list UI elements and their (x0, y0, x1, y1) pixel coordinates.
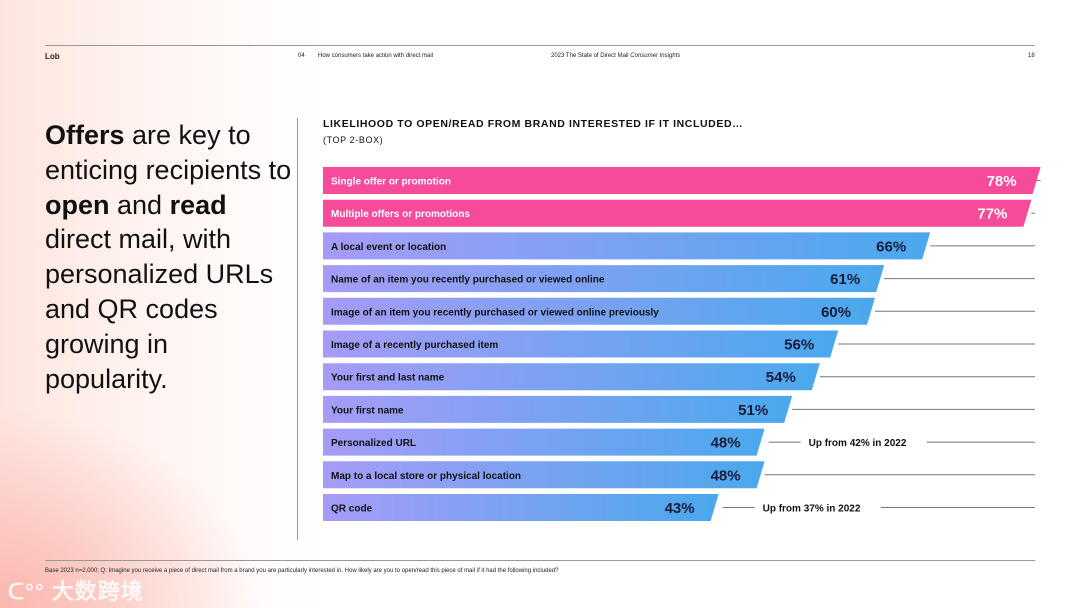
bar (323, 395, 793, 423)
bar-label: Your first name (331, 405, 404, 416)
value-label: 48% (711, 435, 741, 452)
bar-label: Name of an item you recently purchased o… (331, 275, 605, 286)
value-label: 43% (665, 500, 695, 517)
bar-label: Your first and last name (331, 373, 445, 384)
bar (323, 428, 765, 456)
bar (323, 363, 820, 391)
watermark-logo: ᑕ°° 大数跨境 (8, 579, 144, 604)
value-label: 61% (830, 271, 860, 288)
bar-label: Personalized URL (331, 438, 416, 449)
header-divider (45, 45, 1035, 46)
chart-title: LIKELIHOOD TO OPEN/READ FROM BRAND INTER… (323, 118, 744, 130)
bar-label: Single offer or promotion (331, 177, 451, 188)
bar-label: QR code (331, 504, 373, 515)
chart-subtitle: (TOP 2-BOX) (323, 135, 384, 145)
background-glow (0, 408, 260, 608)
value-label: 48% (711, 467, 741, 484)
report-subtitle: Consumer Insights (630, 53, 681, 59)
bar-label: Map to a local store or physical locatio… (331, 471, 521, 482)
annotation-label: Up from 42% in 2022 (809, 438, 907, 449)
value-label: 56% (784, 337, 814, 354)
bar (323, 232, 931, 260)
bar-label: Multiple offers or promotions (331, 209, 470, 220)
section-number: 04 (298, 53, 305, 59)
footer-divider (45, 560, 1035, 561)
value-label: 51% (738, 402, 768, 419)
value-label: 60% (821, 304, 851, 321)
value-label: 54% (766, 369, 796, 386)
page-number: 18 (1028, 53, 1035, 59)
bar (323, 461, 765, 489)
bar (323, 199, 1032, 227)
bar (323, 167, 1041, 194)
brand-logo: Lob (45, 52, 60, 61)
report-title: 2023 The State of Direct Mail (551, 53, 629, 59)
bar (323, 330, 839, 358)
divider (297, 118, 298, 540)
headline: Offers are key to enticing recipients to… (45, 120, 292, 394)
bar-label: Image of an item you recently purchased … (331, 307, 659, 318)
annotation-label: Up from 37% in 2022 (763, 504, 861, 515)
section-title: How consumers take action with direct ma… (318, 53, 434, 59)
bar (323, 265, 885, 293)
bar-label: Image of a recently purchased item (331, 340, 498, 351)
bar (323, 494, 719, 521)
bar (323, 297, 875, 325)
bar-label: A local event or location (331, 242, 446, 253)
footnote: Base 2023 n=2,000; Q: Imagine you receiv… (45, 568, 559, 574)
value-label: 66% (876, 238, 906, 255)
value-label: 77% (977, 206, 1007, 223)
value-label: 78% (987, 173, 1017, 190)
